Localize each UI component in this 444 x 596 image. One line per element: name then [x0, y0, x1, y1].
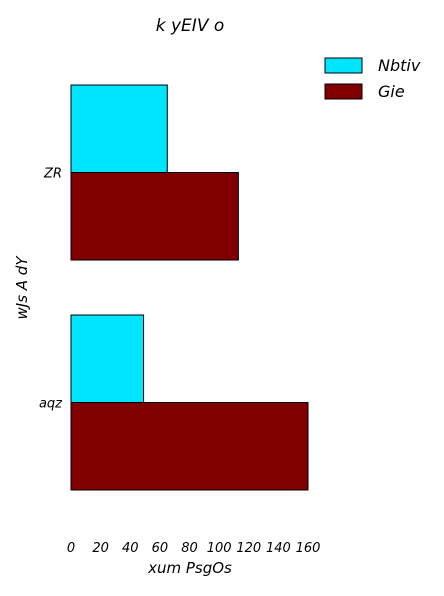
x-tick-label: 60	[152, 541, 169, 556]
legend-swatch-gie	[324, 83, 363, 100]
category-labels: ZR aqz	[39, 167, 63, 412]
x-tick-label: 160	[296, 541, 321, 556]
x-tick-label: 100	[207, 541, 232, 556]
bar-gie-aqz	[70, 402, 309, 491]
category-label: ZR	[43, 167, 62, 182]
bars-group	[70, 84, 309, 491]
bar-nbtiv-aqz	[70, 314, 145, 403]
x-tick-label: 40	[122, 541, 139, 556]
x-axis-label: xum PsgOs	[147, 559, 232, 577]
legend: Nbtiv Gie	[324, 56, 421, 101]
legend-swatch-nbtiv	[324, 57, 363, 74]
x-tick-label: 80	[181, 541, 198, 556]
y-axis-label: wJs A dY	[13, 255, 31, 320]
bar-nbtiv-zr	[70, 84, 168, 173]
x-tick-label: 120	[236, 541, 261, 556]
chart-title: k yEIV o	[156, 16, 225, 36]
legend-label-gie: Gie	[378, 82, 405, 101]
category-label: aqz	[39, 397, 63, 412]
x-tick-label: 0	[67, 541, 75, 556]
legend-label-nbtiv: Nbtiv	[378, 56, 421, 75]
x-tick-label: 20	[92, 541, 109, 556]
bar-gie-zr	[70, 172, 239, 261]
x-tick-label: 140	[266, 541, 291, 556]
x-tick-labels: 0 20 40 60 80 100 120 140 160	[67, 541, 321, 556]
